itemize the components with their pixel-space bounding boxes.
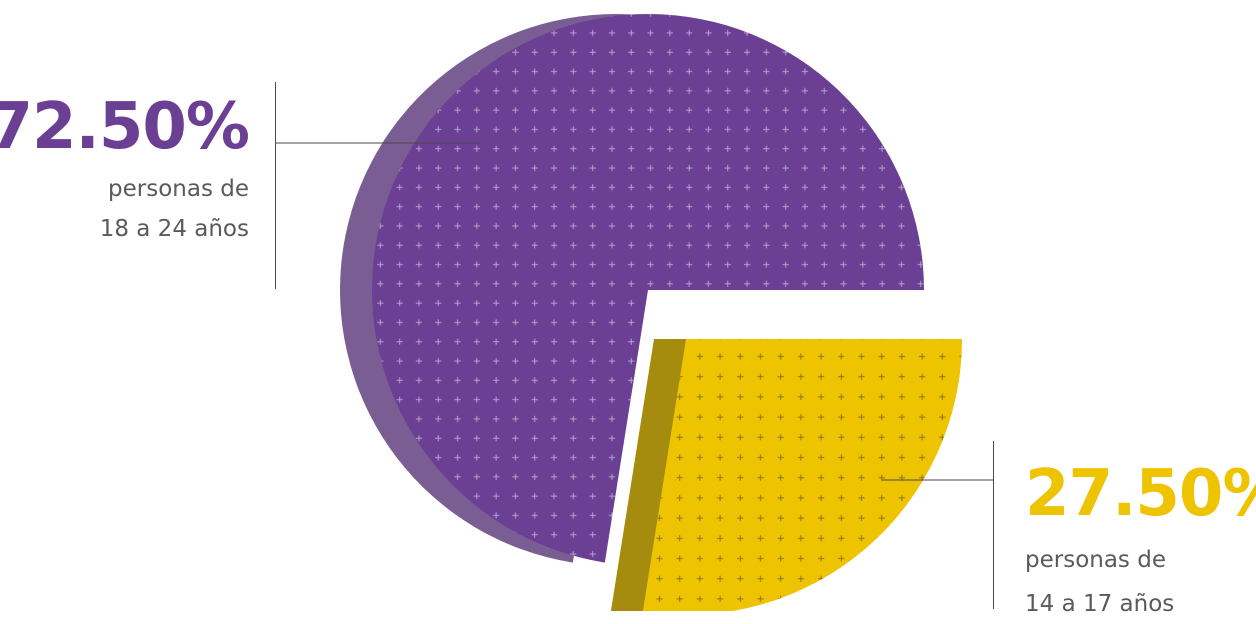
leader-line-vertical-1 [275,82,276,289]
pie-slice-2-pattern [642,339,962,611]
callout-slice-1: 72.50% personas de 18 a 24 años [0,90,250,249]
pie-chart [276,13,993,611]
description-line-1a: personas de [108,176,249,202]
description-line-1b: 18 a 24 años [99,216,249,242]
callout-slice-2: 27.50% personas de 14 a 17 años [1025,462,1256,624]
pie-slice-1-pattern [372,13,924,563]
description-line-2a: personas de [1025,547,1166,573]
leader-line-vertical-2 [993,441,994,609]
description-line-2b: 14 a 17 años [1025,591,1175,617]
percent-label-1: 72.50% [0,90,250,164]
percent-label-2: 27.50% [1025,457,1256,531]
